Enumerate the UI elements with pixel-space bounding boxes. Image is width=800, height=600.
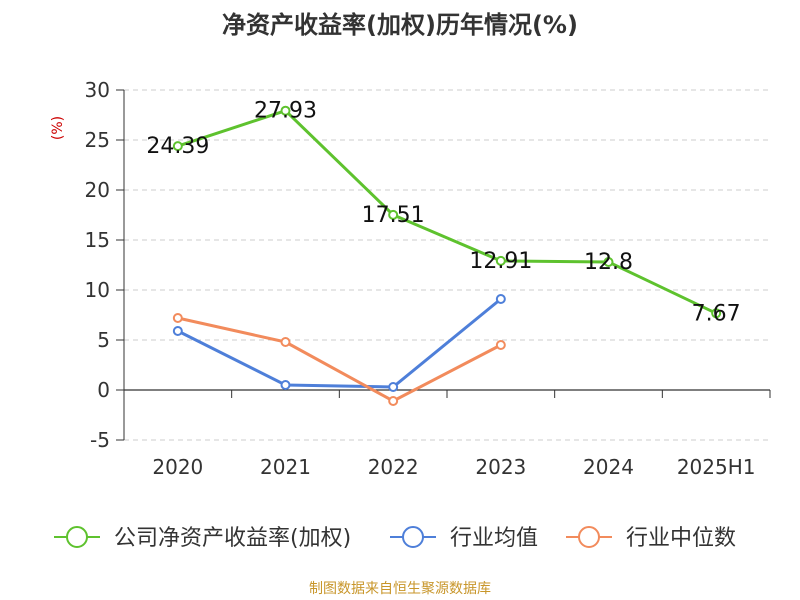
data-point <box>711 308 722 319</box>
y-tick-label: -5 <box>90 428 110 452</box>
y-tick-label: 10 <box>85 278 110 302</box>
y-tick-label: 15 <box>85 228 110 252</box>
series-line <box>177 109 717 315</box>
data-point <box>280 337 291 347</box>
legend-marker <box>402 526 424 548</box>
data-point <box>172 313 183 323</box>
data-point <box>172 141 183 152</box>
legend-marker <box>66 526 88 548</box>
x-tick-label: 2024 <box>583 455 634 479</box>
data-label: 24.39 <box>146 134 209 159</box>
data-point <box>280 105 291 116</box>
data-point <box>603 257 614 267</box>
y-tick-label: 30 <box>85 78 110 102</box>
legend-label: 行业均值 <box>450 526 538 551</box>
data-source-note: 制图数据来自恒生聚源数据库 <box>309 581 491 597</box>
x-tick-label: 2020 <box>152 455 203 479</box>
series-line <box>177 297 502 389</box>
series-lines <box>172 105 722 406</box>
data-point <box>495 294 506 304</box>
x-tick-label: 2023 <box>475 455 526 479</box>
legend: 公司净资产收益率(加权) 行业均值 行业中位数 <box>54 526 736 551</box>
data-label: 12.91 <box>469 249 532 274</box>
grid-lines <box>124 89 770 441</box>
x-tick-label: 2022 <box>368 455 419 479</box>
data-point <box>280 380 291 390</box>
data-point <box>388 396 399 406</box>
chart-title: 净资产收益率(加权)历年情况(%) <box>222 11 578 39</box>
legend-marker <box>578 526 600 548</box>
legend-label: 行业中位数 <box>626 526 736 551</box>
data-labels: 24.39 27.93 17.51 12.91 12.8 7.67 <box>146 99 740 327</box>
y-axis-label: (%) <box>50 116 66 140</box>
y-tick-label: 25 <box>85 128 110 152</box>
data-point <box>388 382 399 392</box>
x-tick-label: 2021 <box>260 455 311 479</box>
series-line <box>177 316 502 403</box>
data-point <box>495 255 506 266</box>
y-tick-label: 5 <box>97 328 110 352</box>
data-point <box>172 326 183 336</box>
legend-label: 公司净资产收益率(加权) <box>114 526 351 551</box>
data-label: 7.67 <box>692 301 741 326</box>
data-point <box>495 340 506 350</box>
y-tick-label: 20 <box>85 178 110 202</box>
data-point <box>388 209 399 220</box>
data-label: 12.8 <box>584 250 633 275</box>
x-tick-label: 2025H1 <box>677 455 756 479</box>
axes: 30 25 20 15 10 5 0 -5 2020 2021 2022 2023 2024 2025H1 <box>85 78 771 479</box>
data-label: 17.51 <box>362 203 425 228</box>
y-tick-label: 0 <box>97 378 110 402</box>
data-label: 27.93 <box>254 99 317 124</box>
